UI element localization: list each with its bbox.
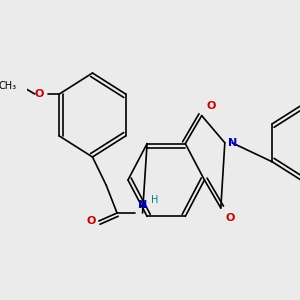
Text: N: N — [228, 138, 237, 148]
Text: H: H — [151, 195, 158, 205]
Text: O: O — [35, 89, 44, 99]
Text: O: O — [87, 216, 96, 226]
Text: N: N — [138, 200, 147, 210]
Text: O: O — [225, 213, 235, 223]
Text: O: O — [206, 100, 216, 111]
Text: CH₃: CH₃ — [0, 81, 16, 91]
